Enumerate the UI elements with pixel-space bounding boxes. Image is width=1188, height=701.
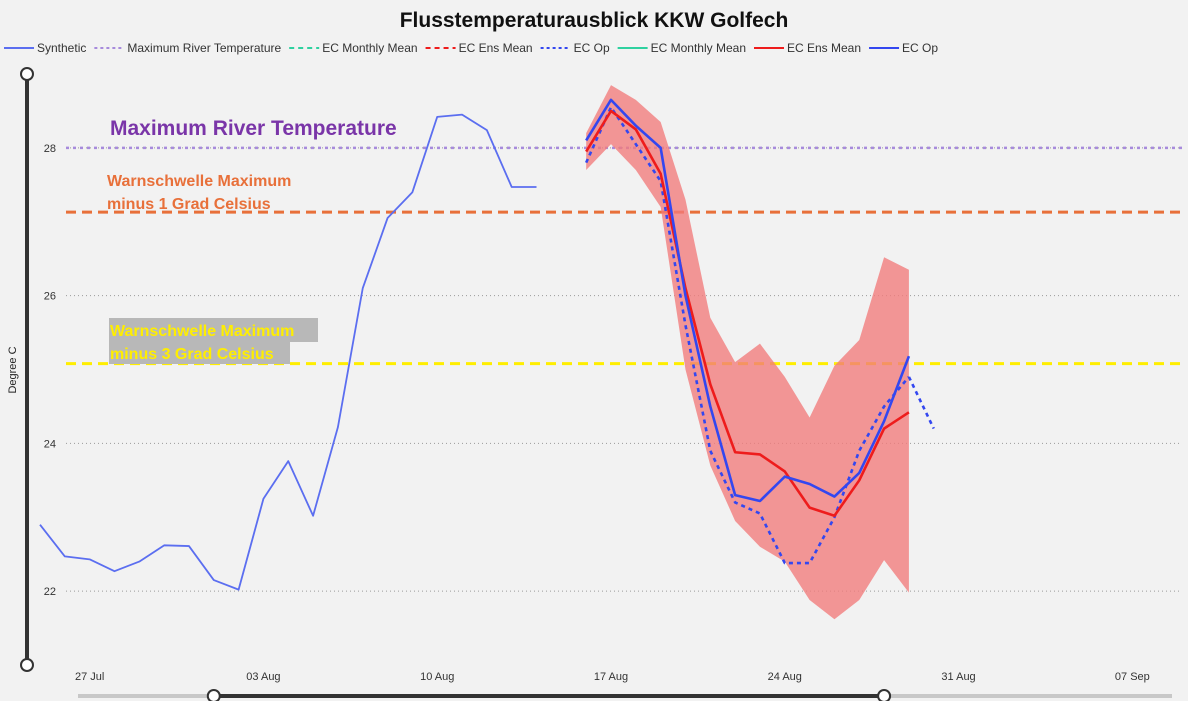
legend-item-label: EC Ens Mean bbox=[459, 41, 533, 55]
series-ec-op bbox=[907, 376, 935, 430]
series-ec-op bbox=[585, 98, 911, 503]
legend-item-label: Synthetic bbox=[37, 41, 86, 55]
x-tick-label: 03 Aug bbox=[246, 671, 280, 683]
annotation-warn-1-line1: Warnschwelle Maximum bbox=[107, 173, 291, 190]
legend-item-label: EC Op bbox=[902, 41, 938, 55]
x-ticks: 27 Jul 03 Aug 10 Aug 17 Aug 24 Aug 31 Aug 07 S… bbox=[75, 671, 1150, 683]
legend-item-label: EC Monthly Mean bbox=[651, 41, 746, 55]
gridlines bbox=[66, 147, 1182, 592]
y-ticks: 22 24 26 28 bbox=[44, 143, 56, 598]
x-slider-left-handle[interactable] bbox=[206, 689, 221, 701]
ensemble-band-layer bbox=[586, 85, 909, 620]
legend-item-label: EC Ens Mean bbox=[787, 41, 861, 55]
y-axis-label: Degree C bbox=[7, 346, 19, 393]
x-slider-right-handle[interactable] bbox=[877, 689, 892, 701]
annotation-max-river-temp: Maximum River Temperature bbox=[110, 117, 397, 140]
x-tick-label: 24 Aug bbox=[768, 671, 802, 683]
x-tick-label: 07 Sep bbox=[1115, 671, 1150, 683]
y-tick-label: 28 bbox=[44, 143, 56, 155]
ec-ensemble-band bbox=[586, 85, 909, 620]
legend-item-label: Maximum River Temperature bbox=[127, 41, 281, 55]
legend-item-label: EC Op bbox=[574, 41, 610, 55]
x-tick-label: 31 Aug bbox=[941, 671, 975, 683]
annotation-warn-3-bg-2 bbox=[109, 342, 290, 364]
y-tick-label: 24 bbox=[44, 438, 56, 450]
annotation-warn-3-bg-1 bbox=[109, 318, 318, 342]
series-synthetic bbox=[39, 113, 537, 591]
x-tick-label: 17 Aug bbox=[594, 671, 628, 683]
y-tick-label: 26 bbox=[44, 291, 56, 303]
y-tick-label: 22 bbox=[44, 586, 56, 598]
series-ec-ens-mean bbox=[585, 109, 910, 518]
annotation-warn-3-line2: minus 3 Grad Celsius bbox=[110, 346, 274, 363]
annotations: Maximum River Temperature Warnschwelle M… bbox=[107, 117, 397, 364]
x-range-slider[interactable] bbox=[78, 689, 1172, 701]
x-tick-label: 27 Jul bbox=[75, 671, 104, 683]
series-ec-op bbox=[584, 105, 910, 565]
legend-item-label: EC Monthly Mean bbox=[322, 41, 417, 55]
y-range-slider[interactable] bbox=[20, 67, 34, 672]
series-layer bbox=[39, 98, 935, 591]
y-slider-top-handle[interactable] bbox=[20, 67, 34, 81]
annotation-warn-3-line1: Warnschwelle Maximum bbox=[110, 323, 294, 340]
chart-title: Flusstemperaturausblick KKW Golfech bbox=[400, 9, 789, 32]
x-tick-label: 10 Aug bbox=[420, 671, 454, 683]
legend: Synthetic Maximum River Temperature EC Mon… bbox=[4, 41, 938, 55]
annotation-warn-1-line2: minus 1 Grad Celsius bbox=[107, 196, 271, 213]
y-slider-bottom-handle[interactable] bbox=[20, 658, 34, 672]
